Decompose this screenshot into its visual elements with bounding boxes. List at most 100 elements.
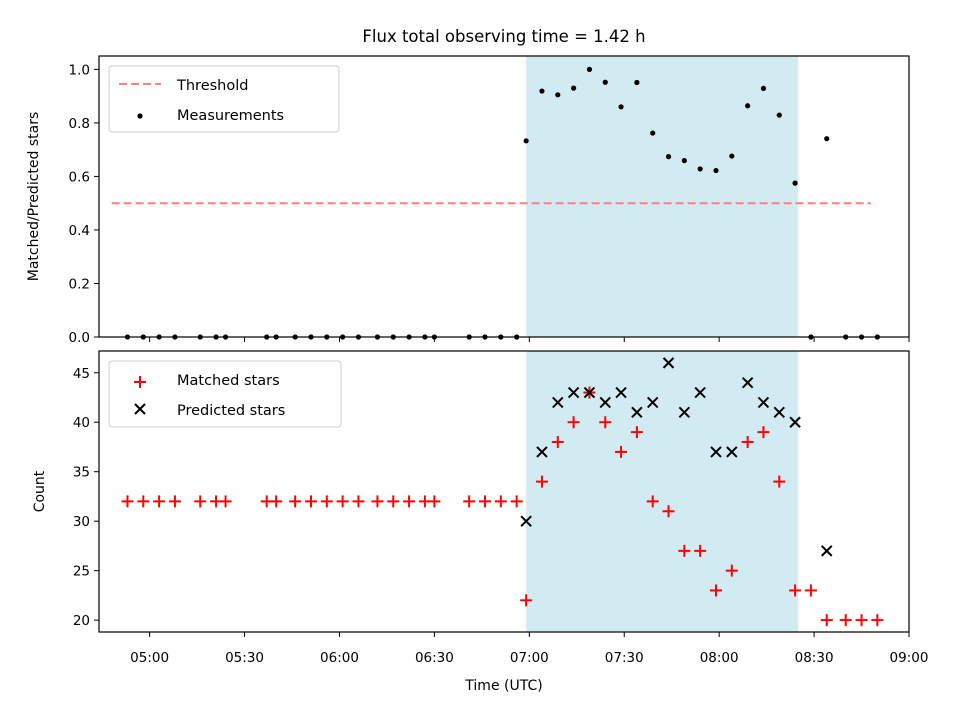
matched-star-point [371, 495, 384, 508]
matched-star-point [839, 614, 852, 627]
matched-star-point [567, 416, 580, 429]
top-legend-box [108, 65, 340, 133]
bottom-legend: Matched stars Predicted stars [108, 360, 342, 428]
measurement-point [571, 85, 577, 91]
matched-star-point [599, 416, 612, 429]
matched-star-point [709, 584, 722, 597]
bottom-y-ticks: 20 25 30 35 40 45 [73, 366, 99, 629]
matched-star-point [725, 564, 738, 577]
matched-stars-legend-marker [134, 376, 146, 388]
matched-stars-series [121, 386, 884, 627]
x-tick-label: 07:30 [605, 650, 644, 666]
measurements-legend-marker [137, 113, 143, 119]
top-x-ticks [149, 337, 910, 342]
matched-star-point [137, 495, 150, 508]
top-legend: Threshold Measurements [108, 65, 340, 133]
matched-star-point [270, 495, 283, 508]
measurement-point [776, 112, 782, 118]
matched-star-point [403, 495, 416, 508]
matched-star-point [304, 495, 317, 508]
matched-star-point [520, 594, 533, 607]
measurement-point [650, 130, 656, 136]
predicted-star-point [631, 406, 643, 419]
predicted-star-point [773, 406, 785, 419]
x-tick-label: 06:00 [320, 650, 359, 666]
matched-star-point [320, 495, 333, 508]
matched-star-point [219, 495, 232, 508]
matched-star-point [694, 544, 707, 557]
x-tick-label: 05:00 [130, 650, 169, 666]
predicted-stars-series [520, 357, 833, 557]
measurement-point [697, 166, 703, 172]
matched-stars-legend-label: Matched stars [177, 373, 280, 389]
y-tick-label: 0.4 [69, 223, 90, 239]
matched-star-point [153, 495, 166, 508]
matched-star-point [428, 495, 441, 508]
matched-star-point [871, 614, 884, 627]
y-tick-label: 0.2 [69, 276, 90, 292]
measurement-point [745, 103, 751, 109]
bottom-panel: 20 25 30 35 40 45 05:00 05:30 06:00 06:30 07:00 07… [32, 350, 928, 694]
y-tick-label: 30 [73, 514, 90, 530]
top-axes-frame [98, 55, 910, 338]
matched-star-point [804, 584, 817, 597]
bottom-axes-frame [98, 350, 910, 633]
bottom-x-ticks: 05:00 05:30 06:00 06:30 07:00 07:30 08:00 08:30… [130, 632, 928, 666]
measurement-point [618, 104, 624, 110]
matched-star-point [630, 426, 643, 439]
y-tick-label: 40 [73, 415, 90, 431]
shaded-window [526, 56, 799, 337]
measurement-point [586, 66, 593, 72]
predicted-stars-legend-label: Predicted stars [177, 403, 285, 419]
measurement-point [634, 79, 640, 86]
matched-star-point [289, 495, 302, 508]
measurement-point [729, 153, 735, 159]
measurement-point [523, 138, 529, 144]
matched-star-point [479, 495, 492, 508]
matched-star-point [336, 495, 349, 508]
predicted-star-point [741, 376, 754, 389]
matched-star-point [494, 495, 507, 508]
measurement-point [539, 88, 545, 94]
y-tick-label: 1.0 [69, 62, 90, 78]
y-tick-label: 0.8 [69, 116, 90, 132]
predicted-star-point [615, 386, 627, 399]
matched-star-point [662, 505, 675, 518]
matched-star-point [757, 426, 770, 439]
observing-window-bottom [526, 351, 799, 632]
measurement-point [792, 180, 798, 186]
matched-star-point [646, 495, 659, 508]
matched-star-point [615, 445, 628, 458]
x-tick-label: 09:00 [890, 650, 929, 666]
matched-star-point [773, 475, 786, 488]
matched-star-point [387, 495, 400, 508]
y-tick-label: 25 [73, 564, 90, 580]
predicted-star-point [789, 416, 801, 428]
x-tick-label: 05:30 [225, 650, 264, 666]
predicted-star-point [583, 386, 596, 399]
x-tick-label: 08:00 [700, 650, 739, 666]
observing-window-top [526, 56, 799, 337]
measurement-point [555, 92, 561, 98]
bottom-y-axis-label: Count [32, 470, 48, 512]
matched-star-point [121, 495, 134, 508]
y-tick-label: 35 [73, 465, 90, 481]
matched-star-point [463, 495, 476, 508]
measurement-point [713, 167, 719, 174]
predicted-star-point [710, 446, 722, 458]
predicted-stars-legend-marker [134, 403, 146, 415]
top-y-axis-label: Matched/Predicted stars [26, 112, 42, 282]
predicted-star-point [678, 406, 691, 419]
predicted-star-point [552, 396, 564, 409]
x-tick-label: 08:30 [795, 650, 834, 666]
chart-title: Flux total observing time = 1.42 h [362, 27, 645, 46]
matched-star-point [535, 475, 548, 488]
measurements-legend-label: Measurements [177, 108, 284, 124]
shaded-window [526, 351, 799, 632]
predicted-star-point [726, 446, 738, 458]
top-panel: 0.0 0.2 0.4 0.6 0.8 1.0 Matched/Predicted sta… [26, 55, 910, 346]
predicted-star-point [520, 515, 532, 527]
matched-star-point [510, 495, 523, 508]
predicted-star-point [536, 446, 548, 458]
